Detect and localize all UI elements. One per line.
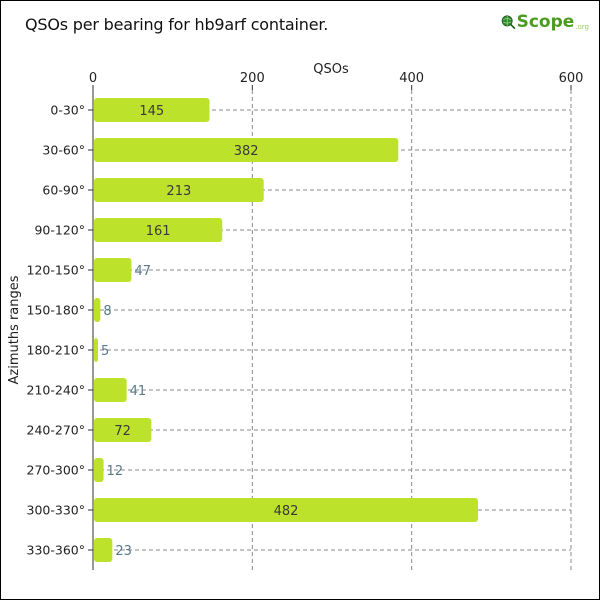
qscope-logo: Scope .org xyxy=(501,6,589,38)
y-tick-label: 240-270° xyxy=(27,423,85,438)
data-label: 41 xyxy=(130,384,147,399)
bar xyxy=(94,98,210,122)
bar xyxy=(94,138,399,162)
bar xyxy=(94,538,113,562)
x-tick-label: 0 xyxy=(89,71,97,86)
y-tick-label: 270-300° xyxy=(27,463,85,478)
y-tick-label: 210-240° xyxy=(27,383,85,398)
data-label: 8 xyxy=(103,304,111,319)
x-tick-label: 600 xyxy=(559,71,584,86)
data-label: 161 xyxy=(146,224,171,239)
chart-title: QSOs per bearing for hb9arf container. xyxy=(25,15,329,34)
y-tick-label: 0-30° xyxy=(50,103,85,118)
y-tick-label: 180-210° xyxy=(27,343,85,358)
bar xyxy=(94,458,104,482)
y-tick-label: 30-60° xyxy=(42,143,85,158)
labels-layer: 0-30° 145 30-60° 382 60-90° 213 90-120° 161 120-… xyxy=(27,103,299,560)
data-label: 145 xyxy=(139,104,164,119)
y-tick-label: 300-330° xyxy=(27,503,85,518)
data-label: 47 xyxy=(134,264,151,279)
bars-layer xyxy=(94,98,478,562)
data-label: 5 xyxy=(101,344,109,359)
data-label: 213 xyxy=(166,184,191,199)
bar xyxy=(94,338,98,362)
logo-suffix: .org xyxy=(575,23,589,31)
bar xyxy=(94,178,264,202)
y-tick-label: 330-360° xyxy=(27,543,85,558)
y-tick-label: 150-180° xyxy=(27,303,85,318)
x-tick-label: 400 xyxy=(399,71,424,86)
grid-layer: 0 200 400 600 xyxy=(88,71,583,570)
x-axis-title: QSOs xyxy=(313,62,349,77)
x-tick-label: 200 xyxy=(240,71,265,86)
bar xyxy=(94,258,132,282)
data-label: 23 xyxy=(115,544,132,559)
magnifier-globe-icon xyxy=(501,15,516,30)
bar xyxy=(94,418,152,442)
data-label: 72 xyxy=(114,424,131,439)
y-axis-title: Azimuths ranges xyxy=(7,275,22,384)
y-tick-label: 90-120° xyxy=(34,223,85,238)
bar xyxy=(94,498,478,522)
bar xyxy=(94,218,223,242)
data-label: 482 xyxy=(274,504,299,519)
bar xyxy=(94,378,127,402)
bar xyxy=(94,298,101,322)
y-tick-label: 60-90° xyxy=(42,183,85,198)
logo-text: Scope xyxy=(516,12,575,32)
y-tick-label: 120-150° xyxy=(27,263,85,278)
data-label: 12 xyxy=(107,464,124,479)
data-label: 382 xyxy=(234,144,259,159)
